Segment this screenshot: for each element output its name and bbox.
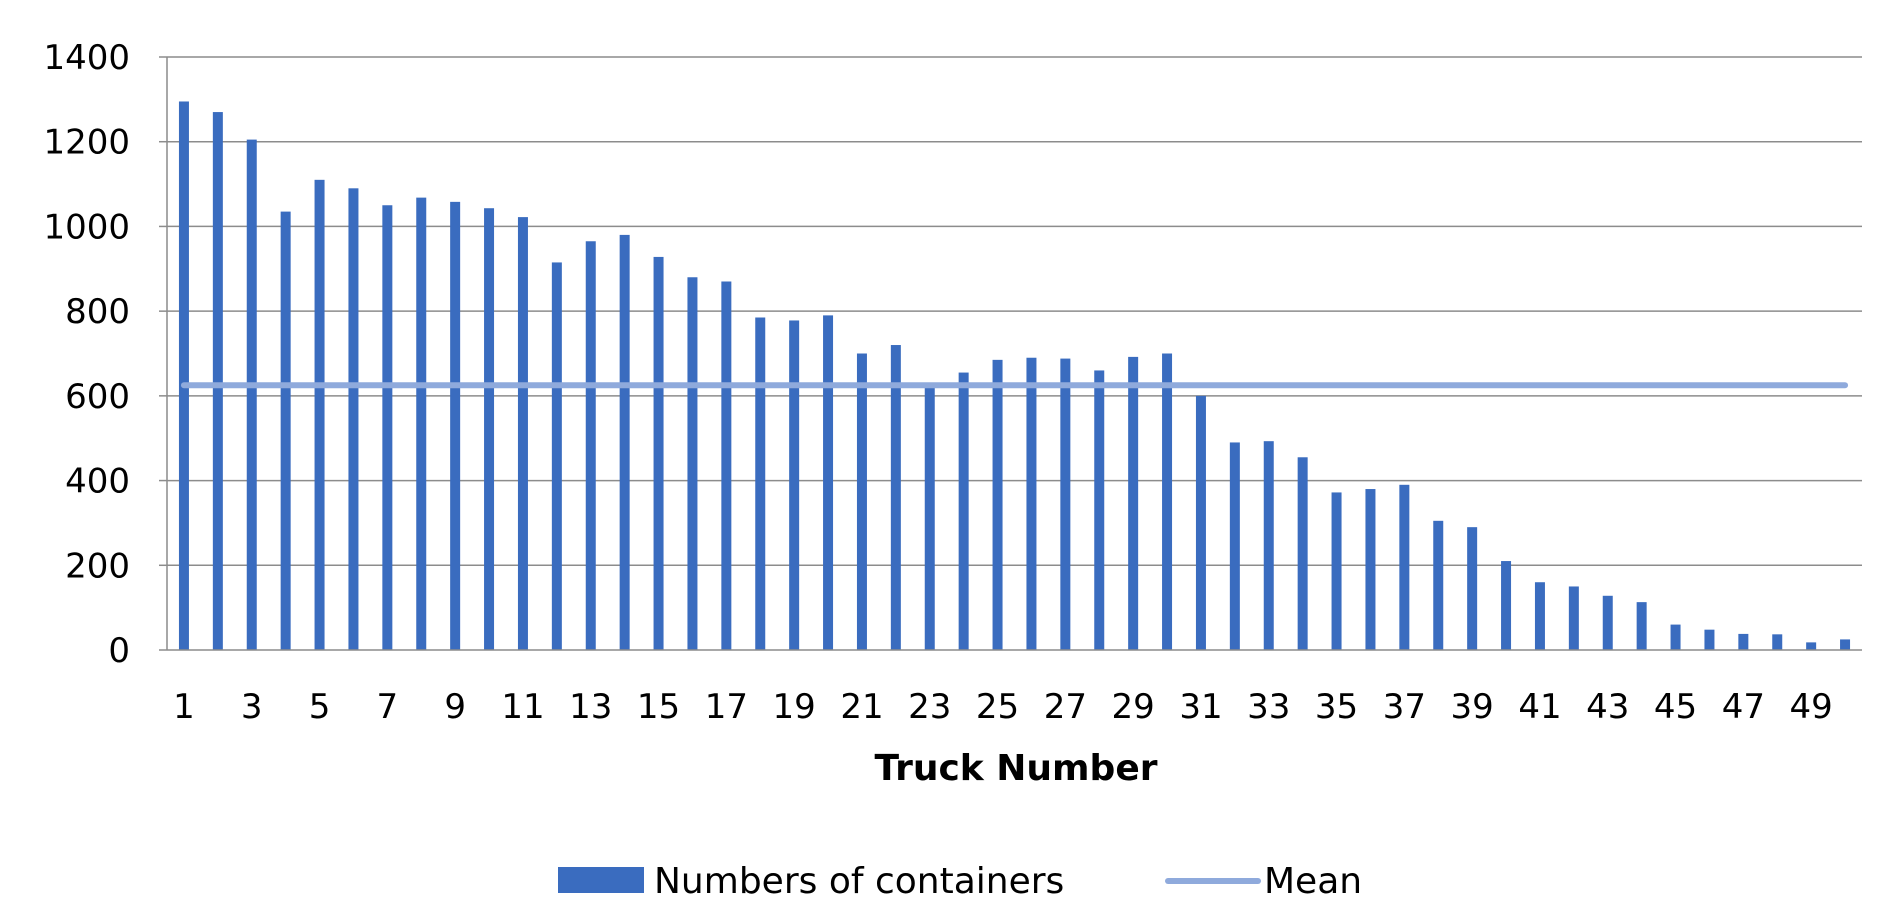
x-tick-label-13: 13 [569, 687, 612, 727]
x-tick-label-43: 43 [1586, 687, 1629, 727]
x-tick-label-27: 27 [1044, 687, 1087, 727]
bar-truck-31 [1195, 395, 1206, 650]
x-axis-title: Truck Number [874, 748, 1157, 789]
bar-truck-8 [416, 197, 427, 650]
x-tick-label-21: 21 [840, 687, 883, 727]
bar-truck-25 [992, 359, 1003, 650]
bar-truck-28 [1094, 370, 1105, 650]
x-tick-label-5: 5 [309, 687, 331, 727]
bar-truck-35 [1331, 492, 1342, 650]
y-tick-label-200: 200 [65, 546, 130, 586]
bar-truck-3 [246, 139, 257, 650]
y-tick-label-1200: 1200 [43, 123, 130, 163]
bar-truck-40 [1501, 561, 1512, 650]
x-tick-label-29: 29 [1112, 687, 1155, 727]
bar-truck-37 [1399, 484, 1410, 650]
y-tick-label-1400: 1400 [43, 38, 130, 78]
y-tick-label-1000: 1000 [43, 207, 130, 247]
x-tick-label-41: 41 [1518, 687, 1561, 727]
bar-truck-21 [856, 353, 867, 650]
bar-truck-49 [1806, 642, 1817, 650]
bar-truck-44 [1636, 602, 1647, 650]
bar-truck-4 [280, 211, 291, 650]
bar-truck-34 [1297, 457, 1308, 650]
bar-truck-39 [1467, 527, 1478, 650]
bar-truck-6 [348, 188, 359, 651]
x-tick-label-23: 23 [908, 687, 951, 727]
bar-truck-38 [1433, 520, 1444, 650]
bar-truck-14 [619, 234, 630, 650]
y-tick-label-0: 0 [108, 631, 130, 671]
bar-truck-10 [484, 208, 495, 650]
bar-truck-36 [1365, 489, 1376, 650]
bar-truck-42 [1568, 586, 1579, 650]
x-tick-label-15: 15 [637, 687, 680, 727]
x-tick-label-37: 37 [1383, 687, 1426, 727]
x-tick-label-25: 25 [976, 687, 1019, 727]
bar-truck-20 [823, 315, 834, 650]
x-tick-label-33: 33 [1247, 687, 1290, 727]
bar-truck-17 [721, 281, 732, 650]
y-tick-label-400: 400 [65, 462, 130, 502]
y-tick-labels: 0 200 400 600 800 1000 1200 1400 [43, 38, 130, 671]
axes [159, 56, 1862, 651]
x-tick-label-11: 11 [501, 687, 544, 727]
bar-truck-1 [178, 101, 189, 651]
bar-truck-45 [1670, 624, 1681, 650]
bar-truck-18 [755, 317, 766, 650]
x-tick-label-19: 19 [773, 687, 816, 727]
x-tick-label-9: 9 [444, 687, 466, 727]
x-tick-label-39: 39 [1451, 687, 1494, 727]
bar-truck-33 [1263, 441, 1274, 650]
bar-truck-22 [890, 345, 901, 650]
x-tick-label-35: 35 [1315, 687, 1358, 727]
x-tick-label-17: 17 [705, 687, 748, 727]
bar-truck-48 [1772, 634, 1783, 650]
y-tick-label-800: 800 [65, 292, 130, 332]
bar-truck-26 [1026, 357, 1037, 650]
bar-truck-30 [1162, 353, 1173, 650]
bar-truck-9 [450, 201, 461, 650]
y-tick-label-600: 600 [65, 377, 130, 417]
bar-truck-32 [1229, 442, 1240, 650]
x-tick-label-45: 45 [1654, 687, 1697, 727]
legend-label-containers: Numbers of containers [654, 861, 1064, 902]
x-tick-label-3: 3 [241, 687, 263, 727]
x-tick-label-49: 49 [1790, 687, 1833, 727]
bar-truck-15 [653, 256, 664, 650]
bar-truck-29 [1128, 356, 1139, 650]
bar-truck-19 [789, 320, 800, 650]
x-tick-label-31: 31 [1179, 687, 1222, 727]
bar-truck-12 [551, 262, 562, 650]
x-tick-label-47: 47 [1722, 687, 1765, 727]
bar-truck-16 [687, 277, 698, 650]
bar-truck-5 [314, 179, 325, 651]
x-tick-label-1: 1 [173, 687, 195, 727]
bar-truck-43 [1602, 595, 1613, 650]
bar-truck-11 [517, 217, 528, 651]
legend-label-mean: Mean [1264, 861, 1362, 902]
gridlines [167, 56, 1862, 567]
bar-truck-23 [924, 387, 935, 650]
bar-truck-50 [1840, 639, 1851, 650]
bar-truck-7 [382, 205, 393, 650]
bar-truck-41 [1534, 582, 1545, 650]
bar-truck-13 [585, 241, 596, 650]
x-tick-label-7: 7 [377, 687, 399, 727]
bar-truck-46 [1704, 629, 1715, 650]
bar-truck-24 [958, 372, 969, 650]
legend: Numbers of containers Mean [558, 861, 1362, 902]
x-tick-labels: 1 3 5 7 9 11 13 15 17 19 21 23 25 27 29 31 33 35 37 39 41 43 4… [173, 687, 1833, 727]
bar-truck-27 [1060, 358, 1071, 650]
bars [178, 101, 1851, 651]
bar-truck-47 [1738, 633, 1749, 650]
legend-swatch-containers [558, 867, 644, 893]
bar-truck-2 [212, 112, 223, 651]
